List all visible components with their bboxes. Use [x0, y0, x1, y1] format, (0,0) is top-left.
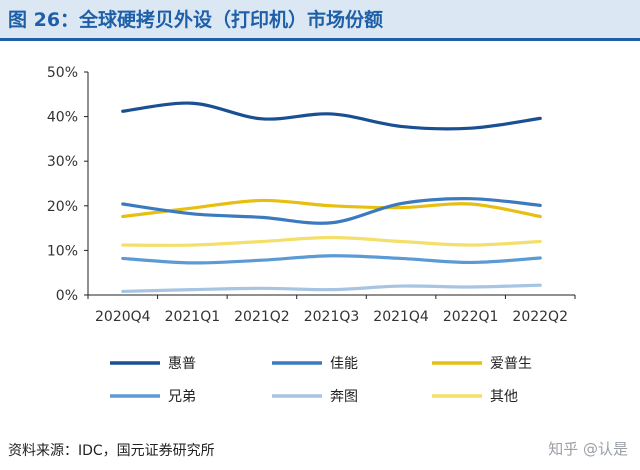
series-line-3 — [121, 198, 542, 219]
y-tick-label: 30% — [47, 154, 78, 170]
series-line-6 — [121, 235, 542, 247]
series-line-2 — [121, 197, 542, 225]
legend-label: 爱普生 — [490, 356, 532, 372]
y-tick-label: 40% — [47, 110, 78, 126]
figure-title: 图 26：全球硬拷贝外设（打印机）市场份额 — [8, 9, 384, 31]
x-tick-label: 2021Q3 — [304, 309, 360, 325]
y-tick-label: 20% — [47, 199, 78, 215]
x-tick-label: 2021Q1 — [165, 309, 221, 325]
source-note: 资料来源：IDC，国元证券研究所 — [8, 443, 215, 459]
x-tick-label: 2020Q4 — [95, 309, 151, 325]
x-tick-label: 2022Q2 — [512, 309, 568, 325]
legend-label: 兄弟 — [168, 389, 196, 405]
chart-axes: 0% 10% 20% 30% 40% 50% 2020Q4 2021Q1 2021Q2 2021Q… — [47, 65, 576, 325]
series-line-5 — [121, 283, 542, 294]
chart-series — [121, 101, 542, 294]
legend-label: 佳能 — [330, 356, 358, 372]
y-tick-label: 10% — [47, 243, 78, 259]
legend-label: 奔图 — [330, 389, 358, 405]
legend-label: 其他 — [490, 389, 518, 405]
figure-header: 图 26：全球硬拷贝外设（打印机）市场份额 — [0, 0, 640, 41]
x-tick-label: 2021Q4 — [373, 309, 429, 325]
series-line-4 — [121, 254, 542, 265]
y-tick-label: 0% — [56, 288, 78, 304]
x-tick-label: 2022Q1 — [443, 309, 499, 325]
x-tick-label: 2021Q2 — [234, 309, 290, 325]
series-line-1 — [121, 101, 542, 131]
y-tick-label: 50% — [47, 65, 78, 81]
legend-label: 惠普 — [168, 356, 196, 372]
watermark: 知乎 @认是 — [548, 440, 628, 458]
